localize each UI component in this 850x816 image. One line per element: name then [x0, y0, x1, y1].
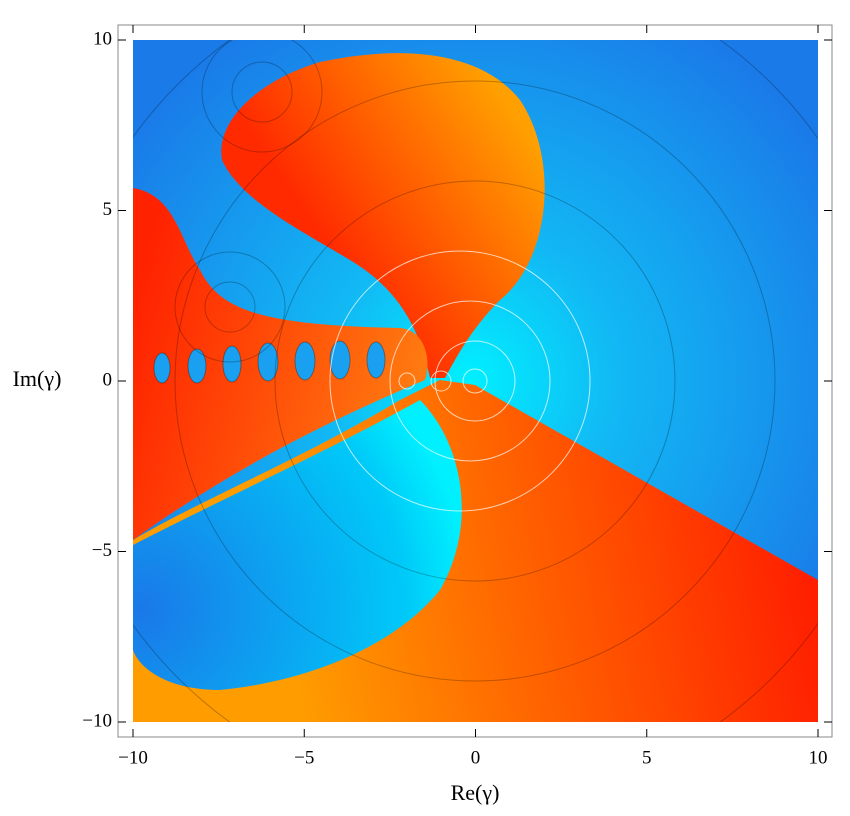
y-tick-label: 0 — [103, 369, 113, 390]
y-axis-label: Im(γ) — [13, 366, 62, 391]
bubbles — [153, 340, 386, 384]
x-tick-label: 5 — [642, 747, 652, 768]
y-tick-label: −10 — [82, 710, 112, 731]
x-tick-label: −5 — [294, 747, 314, 768]
contours — [329, 250, 591, 512]
x-axis-label: Re(γ) — [451, 780, 500, 805]
y-tick-label: −5 — [92, 540, 112, 561]
region — [133, 400, 462, 690]
y-tick-label: 10 — [93, 28, 112, 49]
x-tick-label: 0 — [471, 747, 481, 768]
x-tick-label: −10 — [118, 747, 148, 768]
plot-area — [133, 40, 818, 722]
x-tick-label: 10 — [809, 747, 828, 768]
region — [133, 188, 428, 540]
y-tick-label: 5 — [103, 199, 113, 220]
region — [221, 53, 545, 379]
contours — [133, 40, 818, 722]
